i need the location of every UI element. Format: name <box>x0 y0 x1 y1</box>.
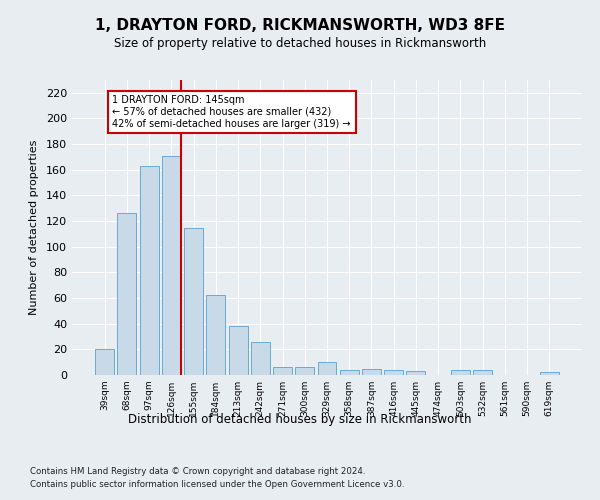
Bar <box>451 370 470 375</box>
Bar <box>229 326 248 375</box>
Bar <box>118 214 136 375</box>
Text: Distribution of detached houses by size in Rickmansworth: Distribution of detached houses by size … <box>128 412 472 426</box>
Bar <box>384 370 403 375</box>
Bar <box>362 368 381 375</box>
Bar <box>95 350 114 375</box>
Bar <box>273 368 292 375</box>
Bar <box>340 370 359 375</box>
Text: 1 DRAYTON FORD: 145sqm
← 57% of detached houses are smaller (432)
42% of semi-de: 1 DRAYTON FORD: 145sqm ← 57% of detached… <box>112 96 351 128</box>
Bar <box>317 362 337 375</box>
Bar <box>540 372 559 375</box>
Text: Contains HM Land Registry data © Crown copyright and database right 2024.: Contains HM Land Registry data © Crown c… <box>30 468 365 476</box>
Bar <box>251 342 270 375</box>
Bar <box>184 228 203 375</box>
Bar <box>473 370 492 375</box>
Bar <box>406 371 425 375</box>
Y-axis label: Number of detached properties: Number of detached properties <box>29 140 39 315</box>
Bar <box>140 166 158 375</box>
Text: Contains public sector information licensed under the Open Government Licence v3: Contains public sector information licen… <box>30 480 404 489</box>
Bar <box>162 156 181 375</box>
Bar <box>206 296 225 375</box>
Text: Size of property relative to detached houses in Rickmansworth: Size of property relative to detached ho… <box>114 38 486 51</box>
Text: 1, DRAYTON FORD, RICKMANSWORTH, WD3 8FE: 1, DRAYTON FORD, RICKMANSWORTH, WD3 8FE <box>95 18 505 32</box>
Bar <box>295 368 314 375</box>
